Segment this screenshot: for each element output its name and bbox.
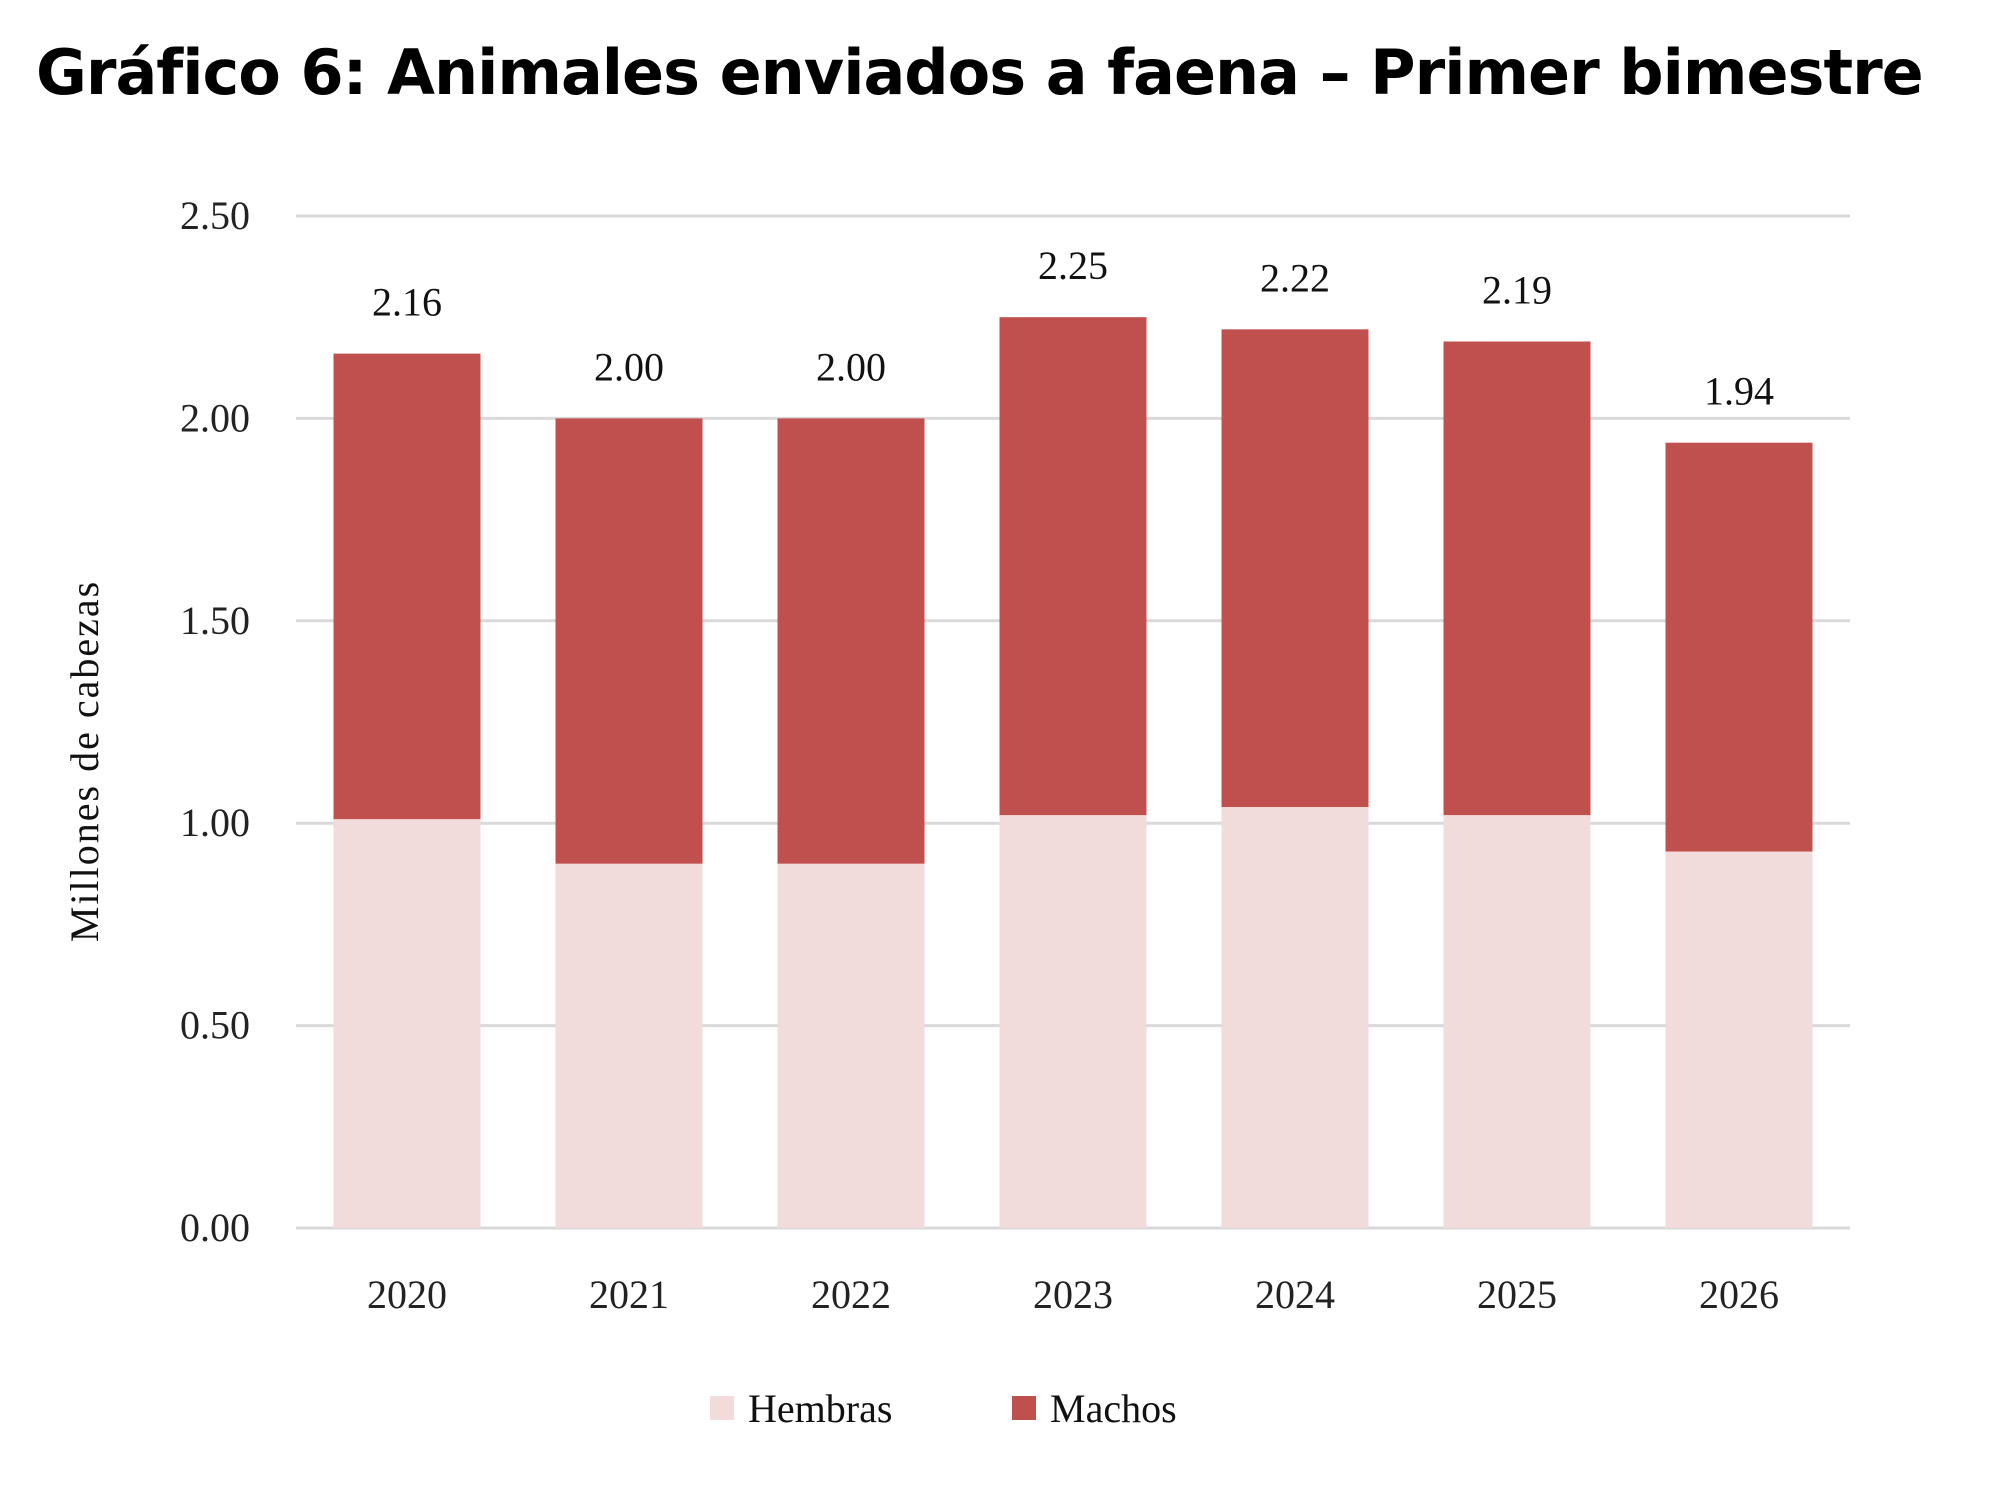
x-tick-label: 2022	[811, 1272, 891, 1317]
x-tick-label: 2025	[1477, 1272, 1557, 1317]
y-tick-label: 1.00	[180, 800, 250, 845]
bar-hembras-2022	[777, 863, 925, 1228]
x-tick-label: 2020	[367, 1272, 447, 1317]
total-label: 2.00	[816, 344, 886, 389]
y-tick-label: 2.50	[180, 193, 250, 238]
legend-swatch-hembras	[710, 1396, 734, 1420]
total-label: 2.00	[594, 344, 664, 389]
total-label: 1.94	[1704, 369, 1774, 414]
bar-machos-2020	[333, 353, 481, 820]
x-tick-label: 2026	[1699, 1272, 1779, 1317]
y-tick-label: 2.00	[180, 395, 250, 440]
legend: Hembras Machos	[710, 1386, 1177, 1431]
legend-swatch-machos	[1012, 1396, 1036, 1420]
total-label: 2.25	[1038, 243, 1108, 288]
bar-machos-2023	[999, 317, 1147, 816]
bar-hembras-2020	[333, 819, 481, 1228]
total-label: 2.16	[372, 280, 442, 325]
y-tick-labels: 0.00 0.50 1.00 1.50 2.00 2.50	[180, 193, 250, 1250]
total-label: 2.22	[1260, 255, 1330, 300]
bar-machos-2022	[777, 418, 925, 864]
y-axis-label: Millones de cabezas	[62, 580, 107, 942]
legend-label-hembras: Hembras	[748, 1386, 892, 1431]
bars	[333, 317, 1813, 1228]
chart-title: Gráfico 6: Animales enviados a faena – P…	[36, 36, 1924, 109]
bar-machos-2024	[1221, 329, 1369, 808]
bar-hembras-2023	[999, 815, 1147, 1228]
x-tick-label: 2024	[1255, 1272, 1335, 1317]
x-tick-label: 2023	[1033, 1272, 1113, 1317]
y-tick-label: 1.50	[180, 598, 250, 643]
total-labels: 2.16 2.00 2.00 2.25 2.22 2.19 1.94	[372, 243, 1774, 413]
bar-machos-2026	[1665, 442, 1813, 852]
bar-hembras-2021	[555, 863, 703, 1228]
x-tick-labels: 2020 2021 2022 2023 2024 2025 2026	[367, 1272, 1779, 1317]
y-tick-label: 0.00	[180, 1205, 250, 1250]
total-label: 2.19	[1482, 267, 1552, 312]
bar-hembras-2025	[1443, 815, 1591, 1228]
bar-machos-2025	[1443, 341, 1591, 816]
legend-label-machos: Machos	[1050, 1386, 1177, 1431]
x-tick-label: 2021	[589, 1272, 669, 1317]
bar-hembras-2026	[1665, 851, 1813, 1228]
bar-machos-2021	[555, 418, 703, 864]
bar-hembras-2024	[1221, 807, 1369, 1228]
y-tick-label: 0.50	[180, 1003, 250, 1048]
